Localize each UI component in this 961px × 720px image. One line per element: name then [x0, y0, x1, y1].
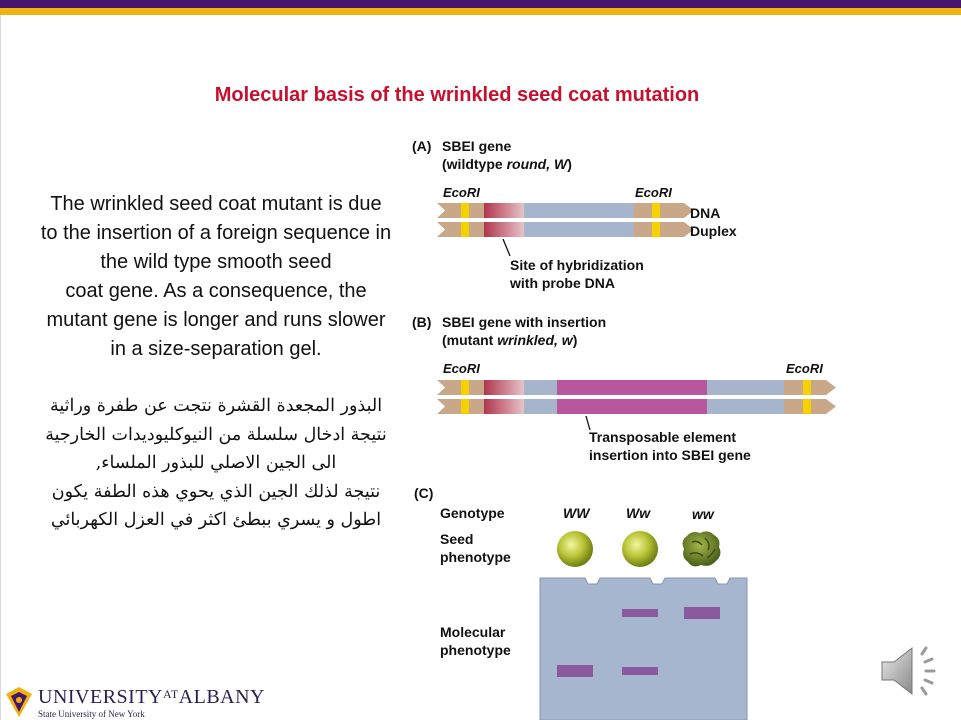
panel-b-transposon-label-2: insertion into SBEI gene [589, 447, 751, 463]
panel-b-ecori-right: EcoRI [786, 361, 823, 376]
round-seed-ww [557, 531, 593, 567]
panel-a-duplex-label-2: Duplex [690, 223, 737, 239]
gel [539, 577, 748, 720]
genotype-ww-lower: ww [692, 506, 715, 522]
gel-band-ww-mixed-lower [622, 667, 658, 675]
panel-a-duplex-label-1: DNA [690, 205, 720, 221]
panel-a-hybrid-label-2: with probe DNA [509, 275, 615, 291]
panel-a-ecori-right: EcoRI [635, 185, 672, 200]
panel-a-hybrid-label-1: Site of hybridization [510, 257, 644, 273]
header-bar-purple [0, 0, 961, 8]
wrinkled-seed [682, 531, 721, 567]
speaker-icon[interactable] [878, 640, 944, 702]
body-arabic-para-2: نتيجة لذلك الجين الذي يحوي هذه الطفة يكو… [50, 481, 382, 531]
panel-c: (C) Genotype WW Ww ww Seed phenotype Mol… [414, 485, 748, 720]
body-arabic-para-1: البذور المجعدة القشرة نتجت عن طفرة وراثي… [45, 396, 387, 473]
body-english-para-1: The wrinkled seed coat mutant is due to … [40, 193, 392, 273]
panel-c-molecular-label-2: phenotype [440, 642, 511, 658]
panel-b-subtitle: (mutant wrinkled, w) [442, 332, 577, 348]
genotype-ww-mixed: Ww [626, 505, 651, 521]
panel-c-seed-label-2: phenotype [440, 549, 511, 565]
panel-c-label: (C) [414, 485, 433, 501]
panel-a-label: (A) [412, 138, 431, 154]
panel-b: (B) SBEI gene with insertion (mutant wri… [412, 314, 836, 463]
gel-band-ww-upper [557, 665, 593, 677]
panel-a-subtitle: (wildtype round, W) [442, 156, 572, 172]
panel-a-title: SBEI gene [442, 138, 511, 154]
panel-a: (A) SBEI gene (wildtype round, W) EcoRI … [412, 138, 737, 291]
slide-title: Molecular basis of the wrinkled seed coa… [214, 84, 700, 106]
panel-c-seed-label-1: Seed [440, 531, 473, 547]
genotype-ww-upper: WW [563, 505, 591, 521]
logo-subtitle: State University of New York [38, 709, 145, 719]
header-bar-gold [0, 8, 961, 15]
panel-b-transposon-label-1: Transposable element [589, 429, 736, 445]
panel-b-label: (B) [412, 314, 431, 330]
panel-c-genotype-label: Genotype [440, 505, 505, 521]
panel-c-molecular-label-1: Molecular [440, 624, 506, 640]
body-english-para-2: coat gene. As a consequence, the mutant … [46, 280, 386, 360]
panel-a-dna-duplex [437, 203, 694, 237]
body-arabic: البذور المجعدة القشرة نتجت عن طفرة وراثي… [38, 392, 394, 535]
gel-band-ww-lower [684, 607, 720, 619]
slide-border [0, 15, 1, 720]
gel-band-ww-mixed-upper [622, 609, 658, 617]
logo-wordmark: UNIVERSITYATALBANY [38, 686, 266, 708]
round-seed-wwmixed [622, 531, 658, 567]
panel-b-title: SBEI gene with insertion [442, 314, 606, 330]
panel-b-ecori-left: EcoRI [443, 361, 480, 376]
body-english: The wrinkled seed coat mutant is due to … [40, 190, 392, 364]
university-seal-icon [6, 687, 32, 717]
panel-b-dna-duplex [437, 380, 836, 414]
university-logo: UNIVERSITYATALBANY State University of N… [4, 686, 274, 720]
gene-figure: (A) SBEI gene (wildtype round, W) EcoRI … [412, 138, 836, 720]
panel-a-ecori-left: EcoRI [443, 185, 480, 200]
